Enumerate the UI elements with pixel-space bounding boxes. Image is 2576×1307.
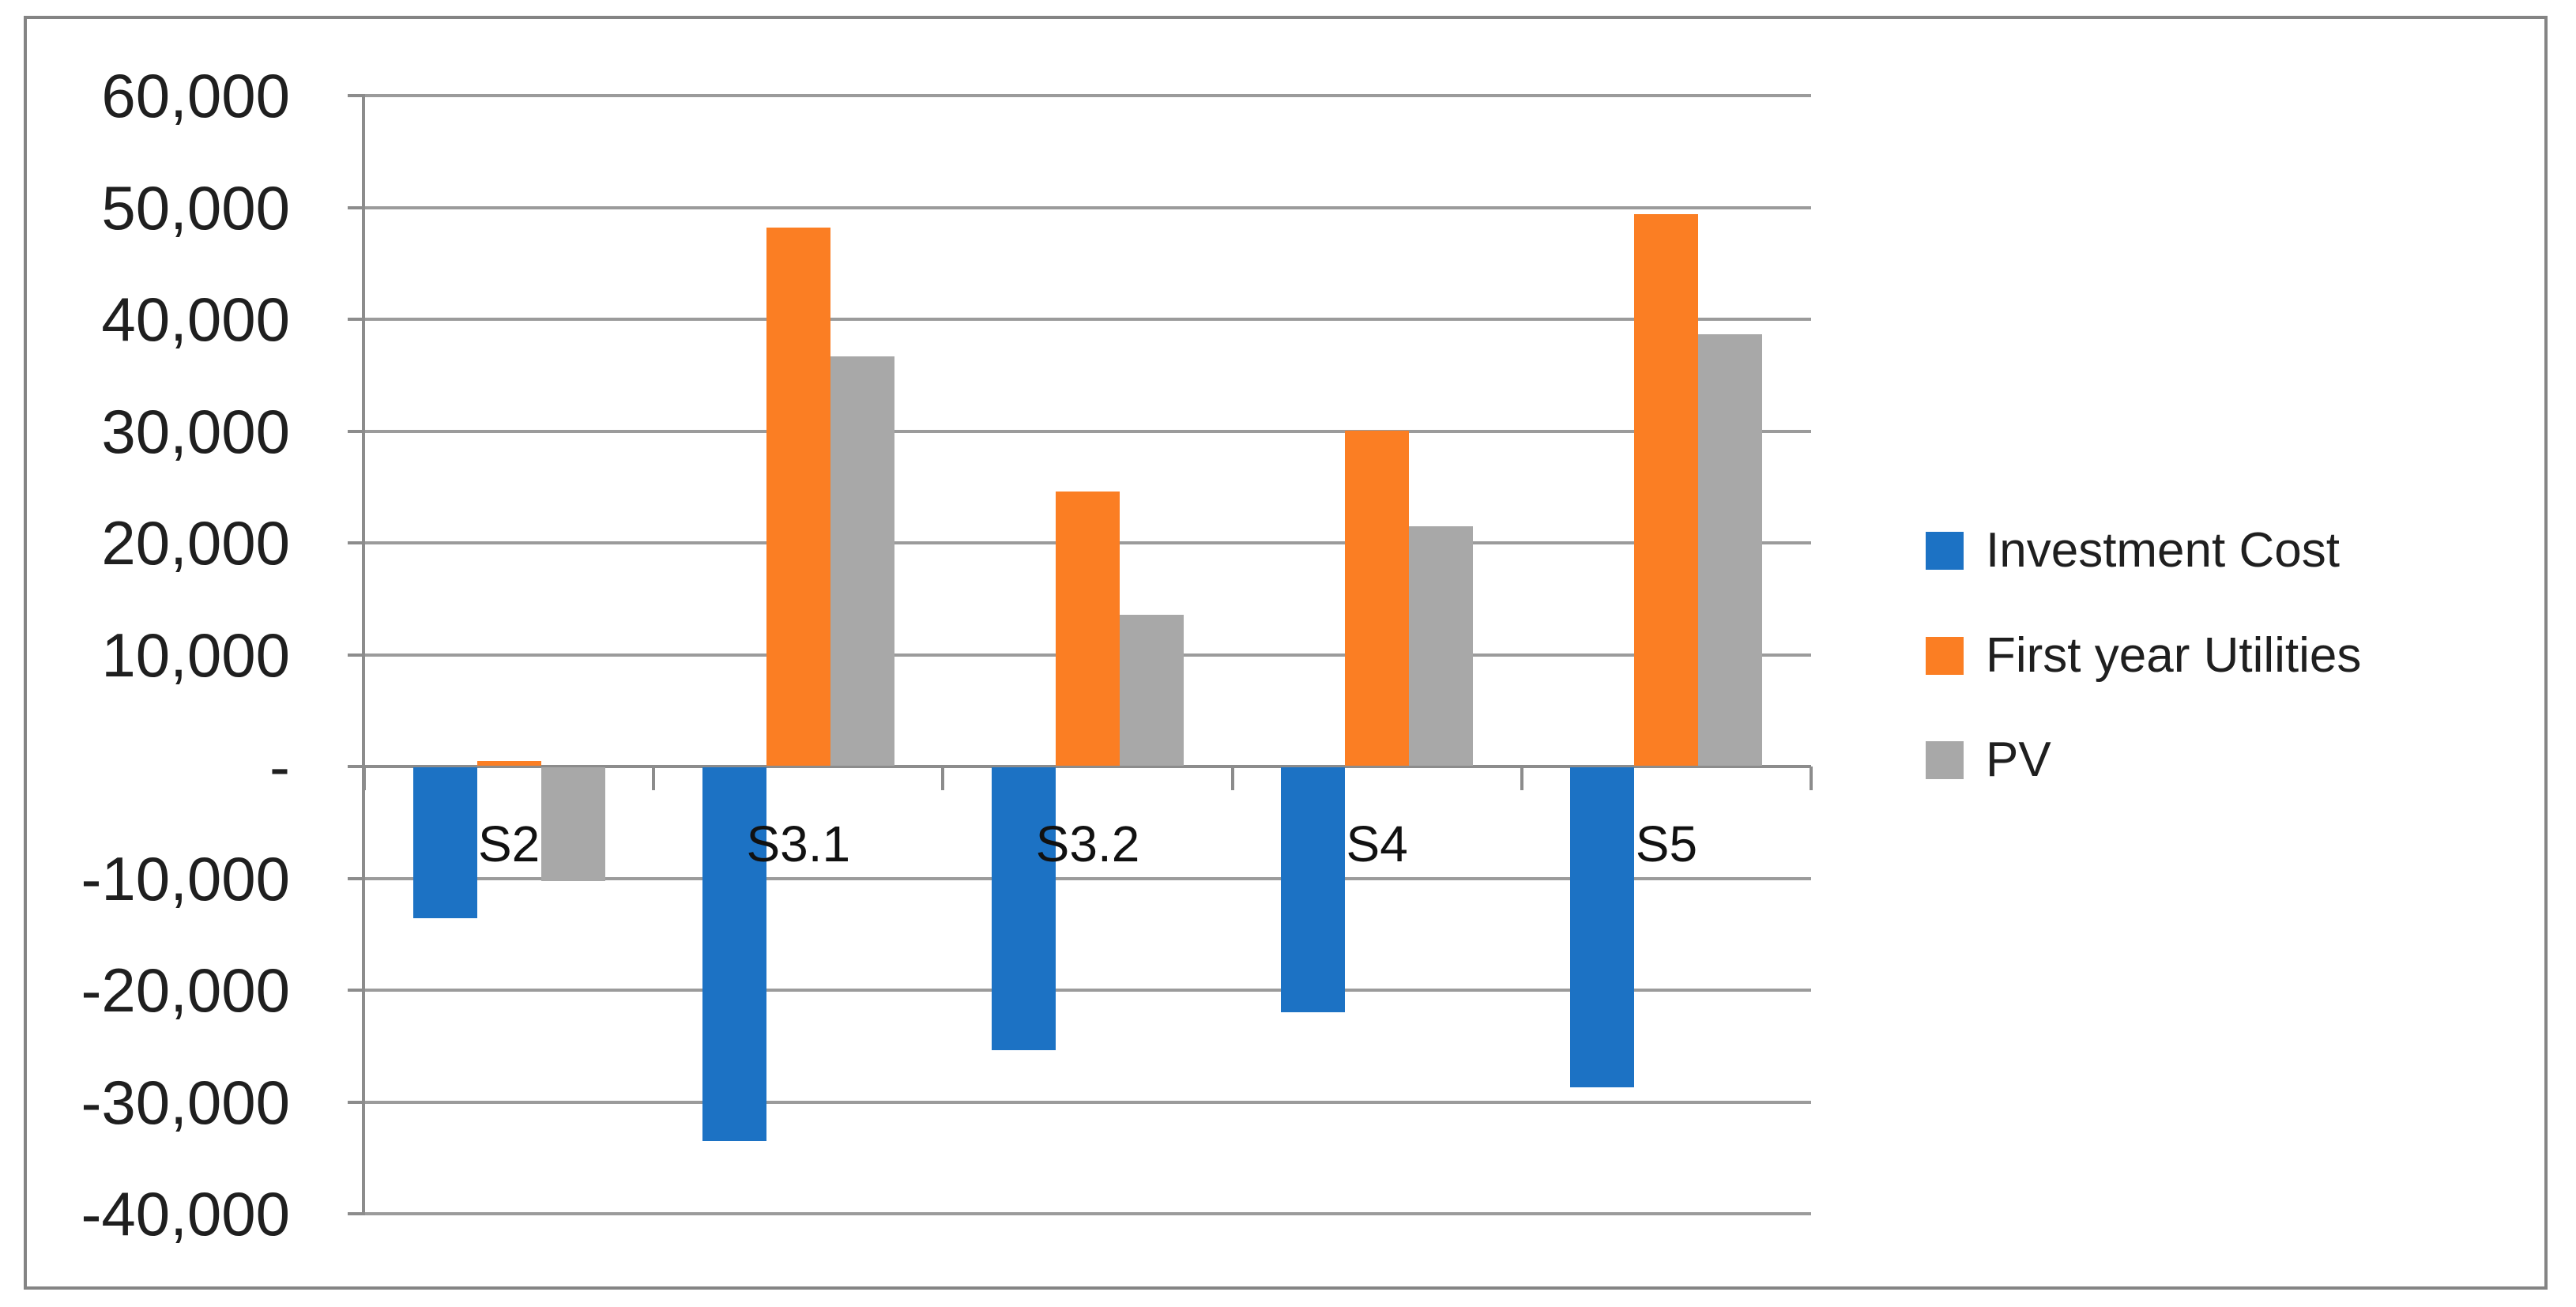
bar-investment-cost-s5 bbox=[1570, 767, 1635, 1087]
x-axis-tick bbox=[652, 766, 656, 790]
gridline bbox=[364, 1212, 1811, 1215]
bar-investment-cost-s2 bbox=[412, 767, 477, 919]
category-label-s5: S5 bbox=[1635, 815, 1698, 872]
y-axis-tick-label: 10,000 bbox=[101, 620, 290, 690]
x-axis-tick bbox=[1520, 766, 1523, 790]
legend-label: Investment Cost bbox=[1986, 523, 2340, 578]
x-axis-tick bbox=[363, 766, 366, 790]
y-axis-tick-label: 50,000 bbox=[101, 172, 290, 243]
y-axis-tick bbox=[348, 429, 364, 433]
y-axis-tick bbox=[348, 94, 364, 97]
gridline bbox=[364, 876, 1811, 880]
gridline bbox=[364, 989, 1811, 992]
bar-pv-s3-2 bbox=[1120, 614, 1184, 766]
y-axis-line bbox=[362, 94, 365, 1215]
bar-investment-cost-s3-1 bbox=[702, 767, 766, 1141]
bar-first-year-utilities-s5 bbox=[1634, 214, 1699, 766]
category-label-s4: S4 bbox=[1346, 815, 1408, 872]
x-axis-tick bbox=[941, 766, 945, 790]
bar-pv-s3-1 bbox=[830, 356, 894, 766]
gridline bbox=[364, 94, 1811, 97]
legend-item-investment-cost: Investment Cost bbox=[1926, 519, 2340, 582]
legend-marker-icon bbox=[1926, 741, 1964, 779]
legend-item-pv: PV bbox=[1926, 729, 2051, 792]
y-axis-tick bbox=[348, 205, 364, 209]
legend-label: First year Utilities bbox=[1986, 628, 2362, 683]
y-axis-tick-label: -30,000 bbox=[81, 1067, 290, 1137]
bar-pv-s2 bbox=[540, 767, 605, 882]
category-label-s2: S2 bbox=[477, 815, 540, 872]
legend-marker-icon bbox=[1926, 637, 1964, 675]
bar-investment-cost-s4 bbox=[1281, 767, 1346, 1012]
gridline bbox=[364, 429, 1811, 433]
x-axis-tick bbox=[1810, 766, 1813, 790]
y-axis-tick bbox=[348, 1212, 364, 1215]
bar-pv-s4 bbox=[1409, 526, 1474, 766]
category-label-s3-2: S3.2 bbox=[1035, 815, 1140, 872]
x-axis-tick bbox=[1230, 766, 1234, 790]
bar-pv-s5 bbox=[1698, 333, 1763, 766]
bar-first-year-utilities-s3-2 bbox=[1056, 492, 1120, 766]
y-axis-tick-label: -10,000 bbox=[81, 843, 290, 913]
chart-border bbox=[24, 16, 2548, 1290]
y-axis-tick-label: -40,000 bbox=[81, 1179, 290, 1249]
gridline bbox=[364, 1100, 1811, 1104]
x-axis-zero-line bbox=[364, 765, 1811, 768]
y-axis-tick-label: 20,000 bbox=[101, 508, 290, 578]
bar-first-year-utilities-s2 bbox=[476, 761, 541, 766]
gridline bbox=[364, 205, 1811, 209]
y-axis-tick-label: 40,000 bbox=[101, 284, 290, 354]
y-axis-tick bbox=[348, 541, 364, 544]
bar-first-year-utilities-s4 bbox=[1345, 430, 1410, 766]
category-label-s3-1: S3.1 bbox=[746, 815, 851, 872]
bar-first-year-utilities-s3-1 bbox=[766, 228, 830, 766]
y-axis-tick-label: 60,000 bbox=[101, 61, 290, 130]
bar-investment-cost-s3-2 bbox=[992, 767, 1056, 1050]
y-axis-tick bbox=[348, 318, 364, 321]
y-axis-tick bbox=[348, 876, 364, 880]
y-axis-tick bbox=[348, 765, 364, 768]
legend-item-first-year-utilities: First year Utilities bbox=[1926, 624, 2361, 687]
y-axis-tick bbox=[348, 653, 364, 657]
y-axis-tick-label: - bbox=[269, 732, 290, 801]
gridline bbox=[364, 318, 1811, 321]
y-axis-tick bbox=[348, 1100, 364, 1104]
y-axis-tick-label: -20,000 bbox=[81, 955, 290, 1025]
legend-marker-icon bbox=[1926, 532, 1964, 570]
legend-label: PV bbox=[1986, 733, 2051, 787]
y-axis-tick bbox=[348, 989, 364, 992]
y-axis-tick-label: 30,000 bbox=[101, 396, 290, 466]
